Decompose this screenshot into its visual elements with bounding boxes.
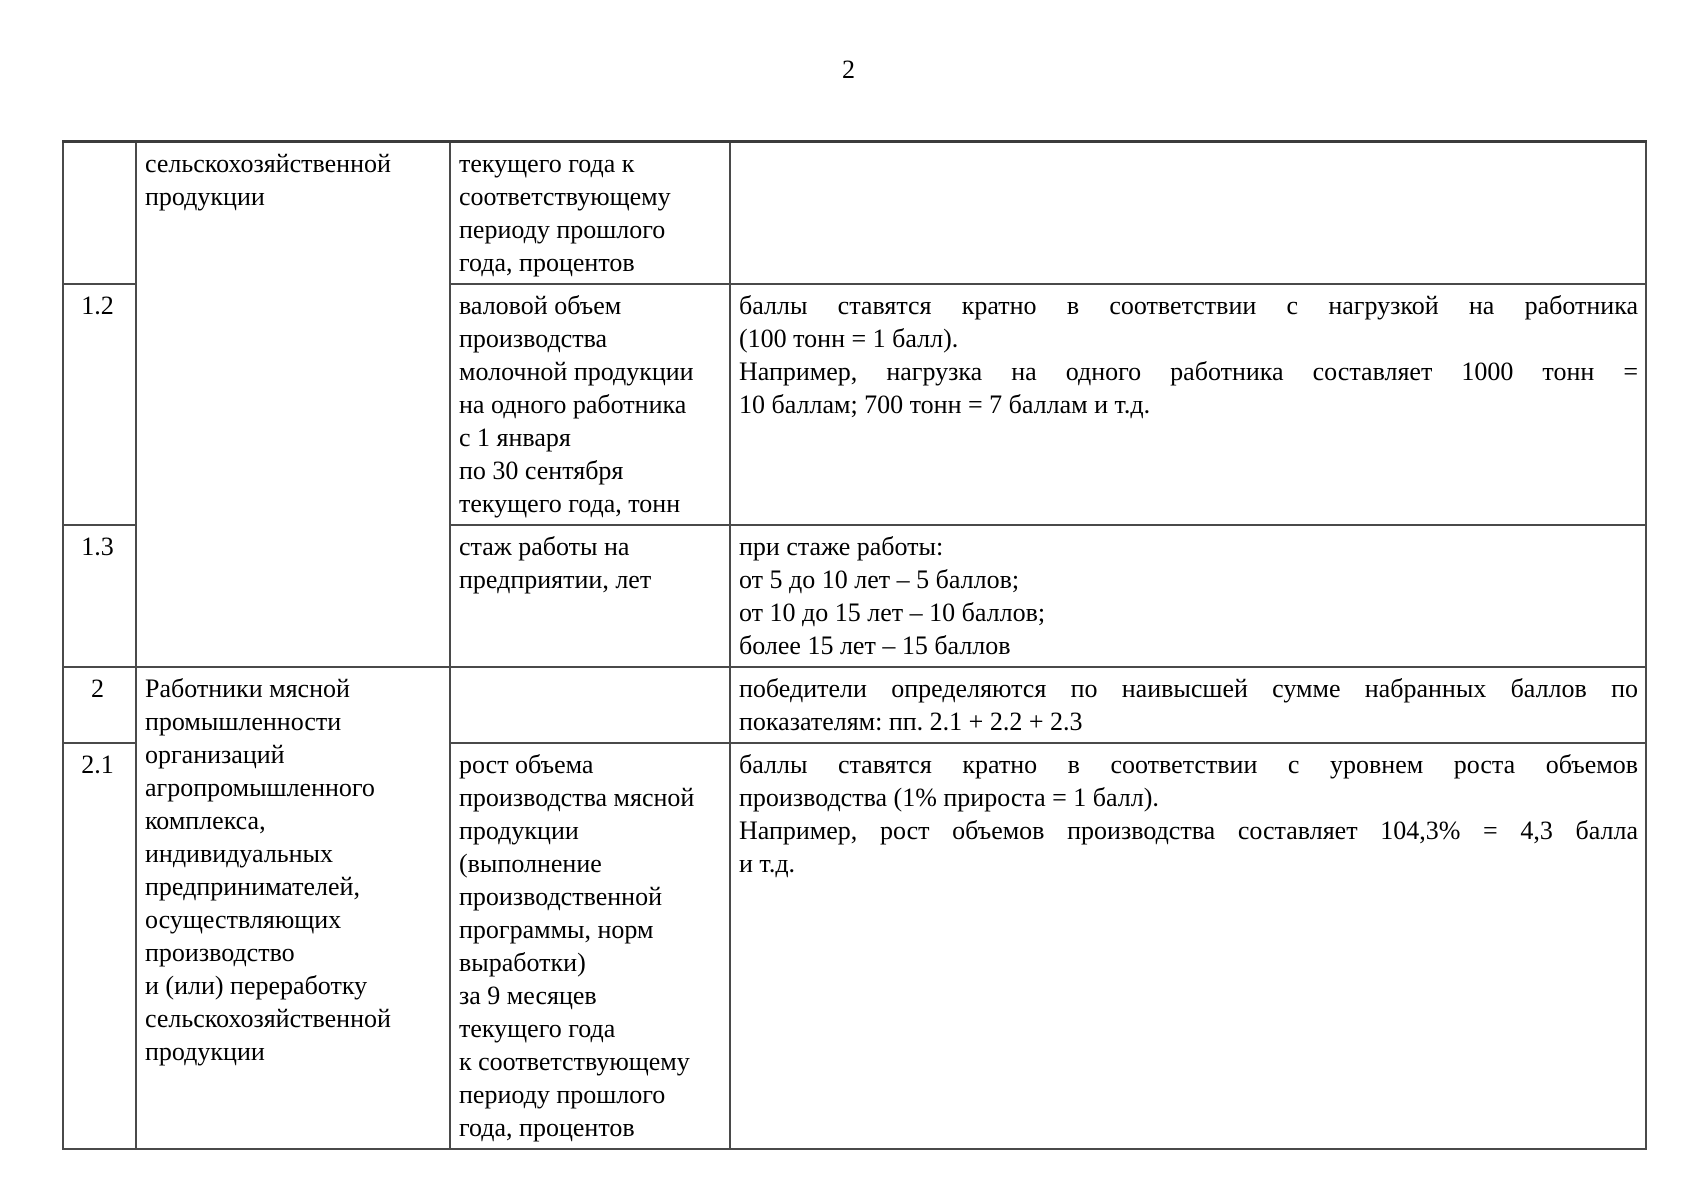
cell-category-group-2: Работники мясной промышленности организа… [135,666,451,1150]
cell-criteria-1-2: баллы ставятся кратно в соответствии с н… [729,283,1647,526]
cell-category-group-1: сельскохозяйственной продукции [135,140,451,668]
cell-indicator-continuation: текущего года к соответствующему периоду… [449,140,731,285]
cell-indicator-2-1: рост объема производства мясной продукци… [449,742,731,1150]
cell-number-1-2: 1.2 [62,283,137,526]
cell-indicator-1-2: валовой объем производства молочной прод… [449,283,731,526]
table-row-continuation: сельскохозяйственной продукции текущего … [62,140,1647,668]
cell-indicator-1-3: стаж работы на предприятии, лет [449,524,731,668]
cell-number-continuation [62,140,137,285]
table-row-1-2: 1.2 валовой объем производства молочной … [62,283,1647,526]
table-row-2: 2 Работники мясной промышленности органи… [62,666,1647,1150]
table-row-1-3: 1.3 стаж работы на предприятии, лет при … [62,524,1647,668]
cell-number-2: 2 [62,666,137,744]
cell-criteria-2: победители определяются по наивысшей сум… [729,666,1647,744]
cell-criteria-2-1: баллы ставятся кратно в соответствии с у… [729,742,1647,1150]
cell-criteria-1-3: при стаже работы: от 5 до 10 лет – 5 балл… [729,524,1647,668]
cell-number-1-3: 1.3 [62,524,137,668]
cell-indicator-2 [449,666,731,744]
criteria-table: сельскохозяйственной продукции текущего … [62,140,1647,1150]
cell-criteria-continuation [729,140,1647,285]
cell-number-2-1: 2.1 [62,742,137,1150]
page-number: 2 [842,55,855,84]
table-row-2-1: 2.1 рост объема производства мясной прод… [62,742,1647,1150]
